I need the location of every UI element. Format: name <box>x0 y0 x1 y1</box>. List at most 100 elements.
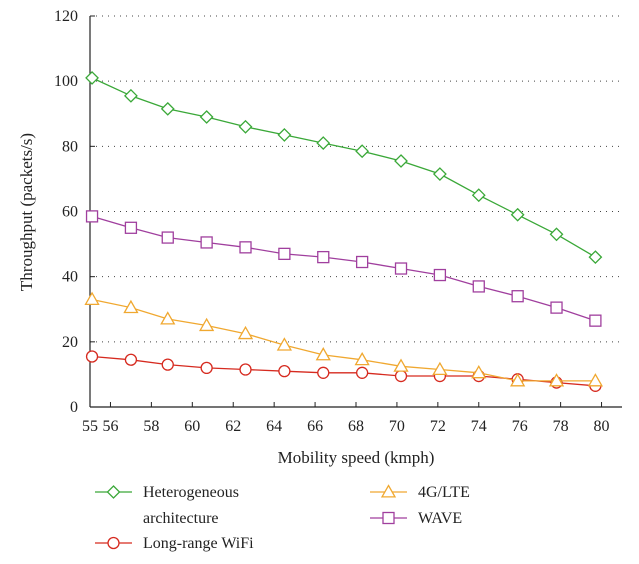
series-line <box>91 355 596 387</box>
data-point <box>84 291 100 306</box>
data-point <box>355 366 369 379</box>
data-point <box>239 241 252 254</box>
data-point <box>510 207 525 222</box>
series-line <box>91 77 596 258</box>
series-line <box>91 215 596 322</box>
legend-marker <box>382 511 395 525</box>
data-point <box>355 144 370 159</box>
data-point <box>239 363 252 376</box>
data-series <box>84 70 604 392</box>
x-axis-title: Mobility speed (kmph) <box>278 448 435 467</box>
data-point <box>548 373 565 387</box>
data-point <box>160 101 175 116</box>
legend-marker <box>380 484 397 498</box>
data-point <box>161 231 174 244</box>
data-point <box>316 136 331 150</box>
data-point <box>199 317 215 332</box>
data-point <box>161 358 174 371</box>
data-point <box>394 369 408 383</box>
data-point <box>393 358 409 372</box>
data-point <box>123 299 139 314</box>
data-point <box>589 314 602 327</box>
y-tick-label: 0 <box>70 399 78 416</box>
y-tick-label: 100 <box>54 73 78 90</box>
data-point <box>472 280 485 293</box>
series-diamond <box>85 70 603 265</box>
y-tick-label: 80 <box>62 138 78 155</box>
data-point <box>317 366 330 379</box>
legend-label: WAVE <box>418 510 462 527</box>
data-point <box>85 350 99 363</box>
data-point <box>471 188 486 203</box>
data-point <box>85 210 99 223</box>
legend-item: 4G/LTE <box>370 484 470 501</box>
legend: Heterogeneous architecture Long-range WiFi… <box>95 484 470 552</box>
x-tick-label: 74 <box>471 418 487 435</box>
series-square <box>85 210 602 327</box>
y-tick-label: 20 <box>62 334 78 351</box>
legend-item: WAVE <box>370 510 462 527</box>
data-point <box>124 88 138 103</box>
data-point <box>278 365 291 378</box>
x-tick-label: 64 <box>266 418 282 435</box>
data-point <box>124 221 138 234</box>
x-tick-label: 58 <box>143 418 159 435</box>
data-point <box>354 351 370 366</box>
x-tick-label: 78 <box>553 418 569 435</box>
legend-label: Long-range WiFi <box>143 535 254 552</box>
data-point <box>199 110 214 124</box>
legend-label: Heterogeneous <box>143 484 239 501</box>
data-point <box>237 325 254 340</box>
data-point <box>511 290 524 303</box>
grid-lines <box>90 15 622 343</box>
legend-label: 4G/LTE <box>418 484 470 501</box>
data-point <box>85 70 99 85</box>
data-point <box>549 227 564 242</box>
data-point <box>432 167 447 181</box>
legend-item: Heterogeneous architecture <box>95 484 239 527</box>
data-point <box>394 262 408 275</box>
data-point <box>433 268 447 282</box>
data-point <box>278 247 291 261</box>
y-tick-label: 120 <box>54 8 78 25</box>
y-axis-title: Throughput (packets/s) <box>17 133 36 291</box>
x-tick-label: 56 <box>102 418 118 435</box>
y-tick-label: 40 <box>62 269 78 286</box>
data-point <box>394 154 408 168</box>
series-triangle <box>84 291 604 387</box>
y-tick-label: 60 <box>62 204 78 221</box>
x-tick-label: 80 <box>594 418 610 435</box>
data-point <box>124 353 138 366</box>
legend-label: architecture <box>143 510 219 527</box>
x-tick-label: 72 <box>430 418 446 435</box>
data-point <box>317 250 330 264</box>
legend-marker <box>107 536 120 550</box>
axes <box>89 16 622 408</box>
axis-ticks: 0 20 40 60 80 100 120 55 56 58 60 62 64 66 68 70 72 74 76 7… <box>54 8 610 435</box>
data-point <box>587 373 604 387</box>
x-tick-label: 62 <box>225 418 241 435</box>
x-tick-label: 66 <box>307 418 323 435</box>
data-point <box>160 311 176 325</box>
data-point <box>432 361 448 376</box>
legend-marker <box>106 485 121 499</box>
data-point <box>200 361 213 375</box>
legend-item: Long-range WiFi <box>95 535 254 552</box>
data-point <box>315 347 331 361</box>
series-line <box>91 298 596 382</box>
data-point <box>277 128 292 142</box>
x-tick-label: 76 <box>512 418 528 435</box>
data-point <box>355 255 369 269</box>
data-point <box>276 337 293 351</box>
data-point <box>238 119 253 134</box>
data-point <box>471 364 487 379</box>
x-tick-label: 55 <box>82 418 98 435</box>
data-point <box>510 373 526 387</box>
data-point <box>550 301 563 314</box>
x-tick-label: 60 <box>184 418 200 435</box>
data-point <box>588 250 603 265</box>
x-tick-label: 68 <box>348 418 364 435</box>
data-point <box>200 236 213 249</box>
x-tick-label: 70 <box>389 418 405 435</box>
